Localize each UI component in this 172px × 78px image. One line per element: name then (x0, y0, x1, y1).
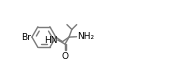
Text: HN: HN (44, 36, 58, 45)
Text: Br: Br (22, 33, 31, 42)
Text: O: O (62, 52, 69, 61)
Text: NH₂: NH₂ (78, 32, 95, 41)
